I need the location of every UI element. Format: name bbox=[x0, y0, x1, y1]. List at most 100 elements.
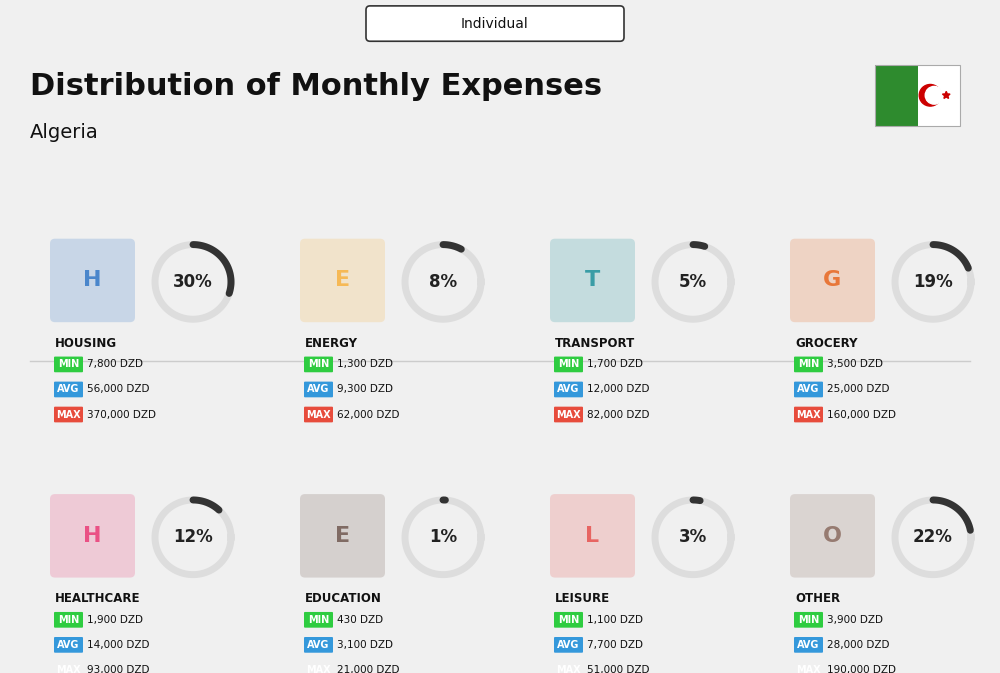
Text: 25,000 DZD: 25,000 DZD bbox=[827, 384, 890, 394]
Text: LEISURE: LEISURE bbox=[555, 592, 610, 605]
Text: 3,500 DZD: 3,500 DZD bbox=[827, 359, 883, 369]
Text: EDUCATION: EDUCATION bbox=[305, 592, 382, 605]
Text: T: T bbox=[585, 271, 600, 291]
FancyBboxPatch shape bbox=[54, 382, 83, 397]
Text: MIN: MIN bbox=[308, 615, 329, 625]
FancyBboxPatch shape bbox=[54, 357, 83, 372]
Text: O: O bbox=[823, 526, 842, 546]
Text: G: G bbox=[823, 271, 842, 291]
Text: MIN: MIN bbox=[58, 615, 79, 625]
Text: 3,100 DZD: 3,100 DZD bbox=[337, 640, 393, 650]
FancyBboxPatch shape bbox=[550, 494, 635, 577]
Text: MAX: MAX bbox=[556, 409, 581, 419]
Text: 160,000 DZD: 160,000 DZD bbox=[827, 409, 896, 419]
FancyBboxPatch shape bbox=[50, 494, 135, 577]
Text: MAX: MAX bbox=[56, 665, 81, 673]
Text: 3%: 3% bbox=[679, 528, 707, 546]
Text: AVG: AVG bbox=[57, 384, 80, 394]
Text: 5%: 5% bbox=[679, 273, 707, 291]
Text: 12,000 DZD: 12,000 DZD bbox=[587, 384, 650, 394]
Text: AVG: AVG bbox=[307, 640, 330, 650]
Text: 1,300 DZD: 1,300 DZD bbox=[337, 359, 393, 369]
Text: MIN: MIN bbox=[58, 359, 79, 369]
Text: MAX: MAX bbox=[796, 665, 821, 673]
FancyBboxPatch shape bbox=[304, 382, 333, 397]
Text: 7,800 DZD: 7,800 DZD bbox=[87, 359, 143, 369]
Text: H: H bbox=[83, 526, 102, 546]
Text: AVG: AVG bbox=[307, 384, 330, 394]
Text: AVG: AVG bbox=[557, 640, 580, 650]
Polygon shape bbox=[942, 92, 950, 98]
FancyBboxPatch shape bbox=[794, 662, 823, 673]
FancyBboxPatch shape bbox=[554, 406, 583, 423]
Text: 62,000 DZD: 62,000 DZD bbox=[337, 409, 399, 419]
FancyBboxPatch shape bbox=[304, 612, 333, 628]
Text: AVG: AVG bbox=[797, 640, 820, 650]
Text: 14,000 DZD: 14,000 DZD bbox=[87, 640, 150, 650]
Circle shape bbox=[925, 86, 943, 104]
FancyBboxPatch shape bbox=[54, 662, 83, 673]
FancyBboxPatch shape bbox=[794, 406, 823, 423]
FancyBboxPatch shape bbox=[366, 6, 624, 41]
Text: AVG: AVG bbox=[57, 640, 80, 650]
FancyBboxPatch shape bbox=[918, 65, 960, 126]
FancyBboxPatch shape bbox=[50, 239, 135, 322]
Text: MIN: MIN bbox=[308, 359, 329, 369]
FancyBboxPatch shape bbox=[554, 357, 583, 372]
FancyBboxPatch shape bbox=[304, 662, 333, 673]
Text: 30%: 30% bbox=[173, 273, 213, 291]
FancyBboxPatch shape bbox=[794, 637, 823, 653]
Text: 1,700 DZD: 1,700 DZD bbox=[587, 359, 643, 369]
Text: GROCERY: GROCERY bbox=[795, 337, 858, 350]
FancyBboxPatch shape bbox=[794, 357, 823, 372]
Text: OTHER: OTHER bbox=[795, 592, 840, 605]
Text: HEALTHCARE: HEALTHCARE bbox=[55, 592, 140, 605]
Text: 19%: 19% bbox=[913, 273, 953, 291]
Text: 430 DZD: 430 DZD bbox=[337, 615, 383, 625]
Text: AVG: AVG bbox=[557, 384, 580, 394]
FancyBboxPatch shape bbox=[304, 406, 333, 423]
FancyBboxPatch shape bbox=[794, 612, 823, 628]
Text: MAX: MAX bbox=[796, 409, 821, 419]
Text: 190,000 DZD: 190,000 DZD bbox=[827, 665, 896, 673]
Text: MIN: MIN bbox=[558, 359, 579, 369]
FancyBboxPatch shape bbox=[790, 239, 875, 322]
Text: Distribution of Monthly Expenses: Distribution of Monthly Expenses bbox=[30, 72, 602, 101]
FancyBboxPatch shape bbox=[54, 637, 83, 653]
Text: 28,000 DZD: 28,000 DZD bbox=[827, 640, 890, 650]
FancyBboxPatch shape bbox=[790, 494, 875, 577]
Text: HOUSING: HOUSING bbox=[55, 337, 117, 350]
FancyBboxPatch shape bbox=[554, 612, 583, 628]
FancyBboxPatch shape bbox=[300, 494, 385, 577]
Text: ENERGY: ENERGY bbox=[305, 337, 358, 350]
Text: 22%: 22% bbox=[913, 528, 953, 546]
Text: 8%: 8% bbox=[429, 273, 457, 291]
Text: E: E bbox=[335, 526, 350, 546]
Text: TRANSPORT: TRANSPORT bbox=[555, 337, 635, 350]
Text: MAX: MAX bbox=[56, 409, 81, 419]
Text: 370,000 DZD: 370,000 DZD bbox=[87, 409, 156, 419]
Text: 7,700 DZD: 7,700 DZD bbox=[587, 640, 643, 650]
Text: AVG: AVG bbox=[797, 384, 820, 394]
Text: 1,900 DZD: 1,900 DZD bbox=[87, 615, 143, 625]
Text: 51,000 DZD: 51,000 DZD bbox=[587, 665, 650, 673]
FancyBboxPatch shape bbox=[554, 637, 583, 653]
Text: MAX: MAX bbox=[306, 409, 331, 419]
Text: 82,000 DZD: 82,000 DZD bbox=[587, 409, 650, 419]
Text: 93,000 DZD: 93,000 DZD bbox=[87, 665, 150, 673]
FancyBboxPatch shape bbox=[554, 382, 583, 397]
Text: 1,100 DZD: 1,100 DZD bbox=[587, 615, 643, 625]
FancyBboxPatch shape bbox=[304, 637, 333, 653]
FancyBboxPatch shape bbox=[304, 357, 333, 372]
FancyBboxPatch shape bbox=[54, 406, 83, 423]
Text: E: E bbox=[335, 271, 350, 291]
Text: MIN: MIN bbox=[798, 359, 819, 369]
FancyBboxPatch shape bbox=[875, 65, 918, 126]
Text: Algeria: Algeria bbox=[30, 123, 99, 142]
Text: MIN: MIN bbox=[798, 615, 819, 625]
Text: MAX: MAX bbox=[556, 665, 581, 673]
Text: 12%: 12% bbox=[173, 528, 213, 546]
Text: MIN: MIN bbox=[558, 615, 579, 625]
Text: 3,900 DZD: 3,900 DZD bbox=[827, 615, 883, 625]
Text: 1%: 1% bbox=[429, 528, 457, 546]
